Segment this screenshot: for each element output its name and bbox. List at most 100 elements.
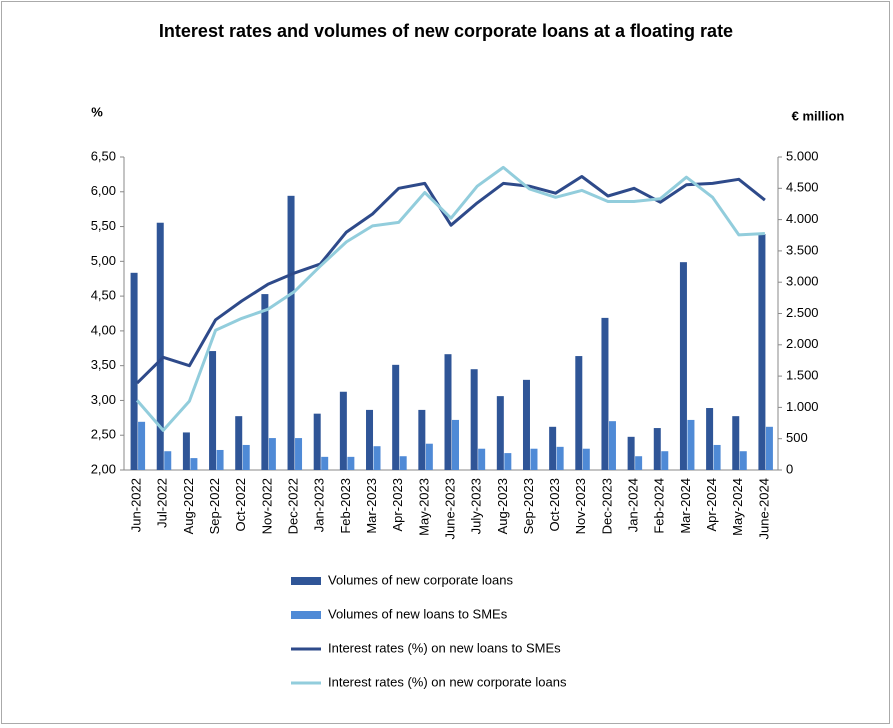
bar (661, 451, 669, 470)
y-tick-label: 3,00 (91, 392, 116, 407)
bar (425, 443, 433, 470)
line (136, 175, 766, 385)
x-tick-label: Sep-2023 (521, 478, 536, 534)
bar (635, 456, 643, 470)
x-tick-label: Apr-2023 (390, 478, 405, 531)
y-tick-label: 2,50 (91, 427, 116, 442)
x-tick-label: May-2024 (730, 478, 745, 536)
bar (608, 421, 616, 470)
bar (321, 456, 329, 470)
y2-tick-label: 4.000 (786, 211, 819, 226)
bar (530, 448, 538, 470)
legend-swatch (291, 577, 321, 585)
x-tick-label: Jan-2024 (626, 478, 641, 532)
bar (235, 416, 243, 470)
bar (209, 351, 217, 470)
legend-label: Interest rates (%) on new corporate loan… (328, 674, 567, 689)
bar (313, 413, 321, 470)
bar (687, 419, 695, 470)
y-tick-label: 2,00 (91, 461, 116, 476)
x-tick-label: Jan-2023 (312, 478, 327, 532)
bar (470, 369, 478, 470)
legend-label: Interest rates (%) on new loans to SMEs (328, 640, 561, 655)
x-tick-label: Feb-2023 (338, 478, 353, 534)
legend-label: Volumes of new loans to SMEs (328, 606, 508, 621)
x-tick-label: Mar-2023 (364, 478, 379, 534)
bar (339, 391, 347, 470)
y2-axis-title: € million (792, 108, 845, 123)
bar (713, 444, 721, 470)
bar (287, 195, 295, 470)
y-tick-label: 6,50 (91, 148, 116, 163)
chart-title: Interest rates and volumes of new corpor… (159, 21, 733, 41)
x-tick-label: Jul-2022 (155, 478, 170, 528)
x-tick-label: June-2024 (756, 478, 771, 539)
bar (627, 436, 635, 470)
y2-tick-label: 500 (786, 430, 808, 445)
bar (182, 432, 190, 470)
bar (373, 446, 381, 470)
bar (582, 448, 590, 470)
bar (732, 416, 740, 470)
y2-tick-label: 1.500 (786, 368, 819, 383)
y-axis-title: % (91, 104, 103, 119)
bar (190, 458, 198, 470)
x-tick-label: May-2023 (416, 478, 431, 536)
bar (216, 449, 224, 470)
bar (418, 409, 426, 470)
x-tick-label: Dec-2022 (285, 478, 300, 534)
bar (130, 272, 138, 470)
bar (399, 456, 407, 470)
x-tick-label: Aug-2023 (495, 478, 510, 534)
x-tick-label: Dec-2023 (599, 478, 614, 534)
bar (575, 356, 583, 470)
bar (739, 451, 747, 470)
line (135, 165, 765, 432)
bar (156, 222, 164, 470)
bar (138, 421, 146, 470)
x-tick-label: Feb-2024 (652, 478, 667, 534)
bar (268, 438, 276, 470)
bar (556, 446, 564, 470)
y2-tick-label: 3.500 (786, 242, 819, 257)
x-tick-label: Apr-2024 (704, 478, 719, 531)
bar (549, 426, 557, 470)
y-tick-label: 6,00 (91, 183, 116, 198)
bar (242, 444, 250, 470)
y-tick-label: 4,50 (91, 288, 116, 303)
x-tick-label: Sep-2022 (207, 478, 222, 534)
x-tick-label: Nov-2022 (259, 478, 274, 534)
bar (758, 233, 766, 470)
bar (164, 451, 172, 470)
bar (765, 426, 773, 470)
bar (653, 428, 661, 470)
x-tick-label: Nov-2023 (573, 478, 588, 534)
y-tick-label: 5,00 (91, 253, 116, 268)
bar (261, 294, 269, 470)
y-tick-label: 3,50 (91, 357, 116, 372)
bar (496, 396, 504, 470)
y2-tick-label: 2.500 (786, 305, 819, 320)
legend-label: Volumes of new corporate loans (328, 572, 513, 587)
bar (444, 354, 452, 470)
legend-swatch (291, 611, 321, 619)
x-tick-label: Jun-2022 (129, 478, 144, 532)
bar (366, 409, 374, 470)
y2-tick-label: 3.000 (786, 274, 819, 289)
y2-tick-label: 5.000 (786, 148, 819, 163)
x-tick-label: Aug-2022 (181, 478, 196, 534)
x-tick-label: Mar-2024 (678, 478, 693, 534)
y2-tick-label: 1.000 (786, 399, 819, 414)
bar (522, 379, 530, 470)
x-tick-label: June-2023 (442, 478, 457, 539)
x-tick-label: Oct-2022 (233, 478, 248, 531)
bar (679, 262, 687, 470)
y2-tick-label: 4.500 (786, 180, 819, 195)
bar (452, 419, 459, 470)
bar (706, 408, 714, 470)
bar (347, 456, 355, 470)
bar (478, 448, 486, 470)
y-tick-label: 5,50 (91, 218, 116, 233)
bar (601, 317, 609, 470)
